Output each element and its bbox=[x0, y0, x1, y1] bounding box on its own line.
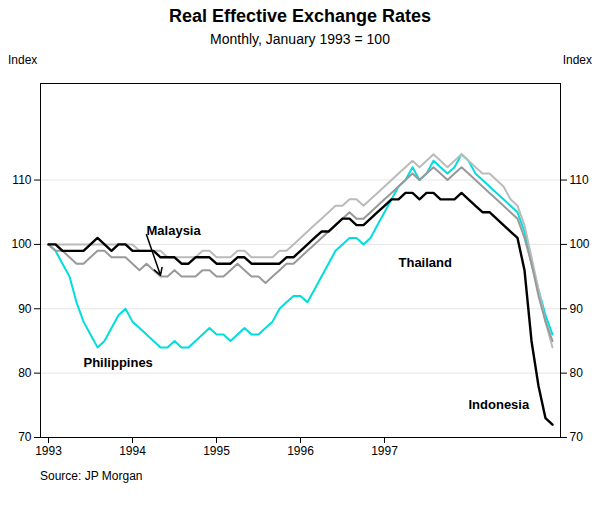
svg-text:100: 100 bbox=[11, 237, 31, 251]
html-text:Source: JP Morgan: Source: JP Morgan bbox=[40, 469, 143, 483]
svg-text:100: 100 bbox=[570, 237, 590, 251]
html-text:Index: Index bbox=[562, 53, 592, 67]
svg-text:90: 90 bbox=[570, 302, 584, 316]
svg-text:70: 70 bbox=[18, 430, 32, 444]
svg-text:80: 80 bbox=[18, 366, 32, 380]
svg-text:1994: 1994 bbox=[119, 444, 146, 458]
html-text:Monthly, January 1993 = 100: Monthly, January 1993 = 100 bbox=[210, 31, 390, 47]
html-text:Index: Index bbox=[8, 53, 38, 67]
svg-text:80: 80 bbox=[570, 366, 584, 380]
html-text:Real Effective Exchange Rates: Real Effective Exchange Rates bbox=[168, 6, 432, 26]
svg-text:Thailand: Thailand bbox=[399, 255, 453, 270]
svg-text:1993: 1993 bbox=[35, 444, 62, 458]
svg-text:90: 90 bbox=[18, 302, 32, 316]
svg-text:1997: 1997 bbox=[371, 444, 398, 458]
svg-text:Malaysia: Malaysia bbox=[147, 223, 202, 238]
svg-text:110: 110 bbox=[570, 173, 589, 187]
svg-text:110: 110 bbox=[12, 173, 31, 187]
svg-text:Philippines: Philippines bbox=[84, 355, 153, 370]
svg-text:70: 70 bbox=[570, 430, 584, 444]
svg-text:1996: 1996 bbox=[287, 444, 314, 458]
svg-text:1995: 1995 bbox=[203, 444, 230, 458]
svg-text:Indonesia: Indonesia bbox=[469, 397, 530, 412]
